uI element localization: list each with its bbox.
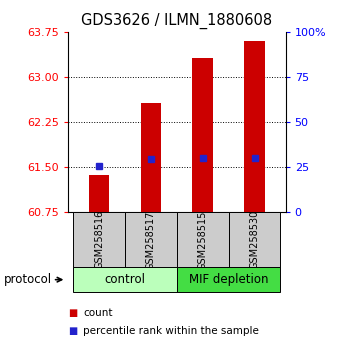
Text: GSM258530: GSM258530	[250, 210, 259, 269]
Text: protocol: protocol	[3, 273, 52, 286]
Text: count: count	[83, 308, 113, 318]
Text: GSM258517: GSM258517	[146, 210, 156, 269]
Bar	[89, 175, 109, 212]
Bar	[177, 267, 280, 292]
Bar	[125, 212, 177, 267]
Text: ■: ■	[68, 326, 77, 336]
Text: GSM258515: GSM258515	[198, 210, 208, 269]
Text: GSM258516: GSM258516	[94, 210, 104, 269]
Bar	[73, 267, 177, 292]
Bar	[228, 212, 280, 267]
Bar	[192, 58, 213, 212]
Text: ■: ■	[68, 308, 77, 318]
Text: percentile rank within the sample: percentile rank within the sample	[83, 326, 259, 336]
Text: control: control	[104, 273, 146, 286]
Bar	[73, 212, 125, 267]
Text: MIF depletion: MIF depletion	[189, 273, 268, 286]
Bar	[140, 103, 161, 212]
Bar	[177, 212, 228, 267]
Bar	[244, 41, 265, 212]
Title: GDS3626 / ILMN_1880608: GDS3626 / ILMN_1880608	[81, 13, 272, 29]
